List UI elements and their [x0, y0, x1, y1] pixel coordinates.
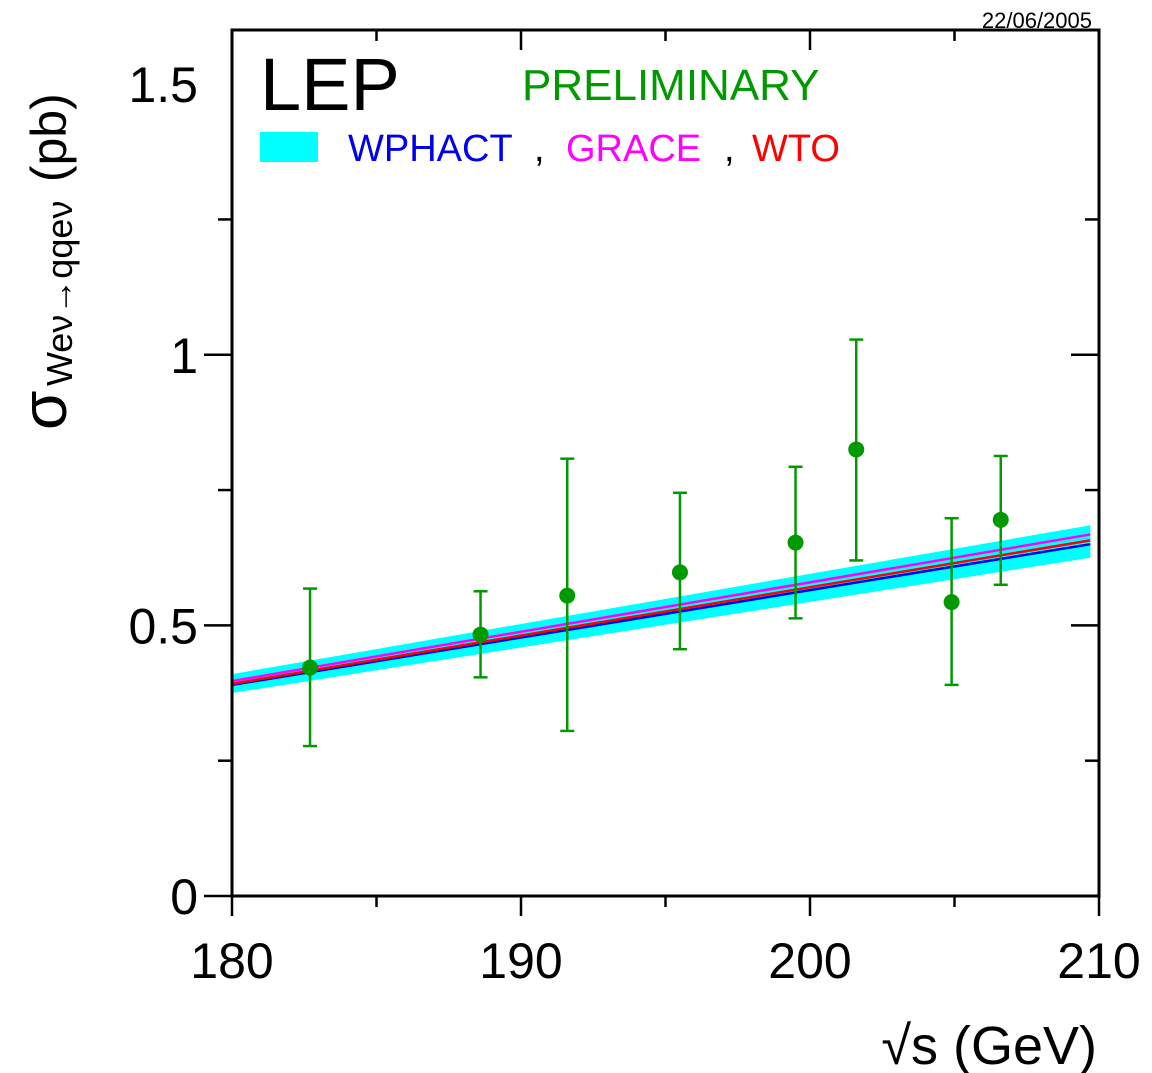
date-stamp: 22/06/2005	[982, 8, 1092, 33]
data-point-group-5	[787, 465, 804, 620]
theory-curves-layer	[231, 533, 1091, 687]
data-point	[787, 534, 804, 551]
y-tick-label: 1	[170, 328, 198, 384]
data-point-group-8	[992, 454, 1009, 587]
legend-label-grace: GRACE	[566, 128, 701, 170]
uncertainty-band-layer	[232, 525, 1091, 694]
curve-grace	[231, 533, 1091, 683]
x-tick-label: 200	[768, 933, 851, 989]
y-tick-label: 1.5	[128, 57, 198, 113]
data-points-layer	[302, 338, 1009, 748]
data-point-group-6	[848, 338, 865, 562]
data-point-group-2	[472, 590, 489, 679]
data-point-group-1	[302, 587, 319, 748]
legend-separator-2: ,	[724, 128, 735, 170]
y-tick-label: 0	[170, 869, 198, 925]
uncertainty-band	[232, 525, 1091, 694]
data-point	[671, 564, 688, 581]
x-tick-label: 180	[190, 933, 273, 989]
data-point-group-4	[671, 491, 688, 651]
legend-label-wphact: WPHACT	[348, 128, 513, 170]
legend-band-swatch	[260, 132, 318, 162]
data-point	[472, 626, 489, 643]
axis-ticks-layer: 180 190 200 210 0 0.5 1 1.5	[128, 30, 1141, 989]
x-tick-label: 210	[1057, 933, 1140, 989]
y-axis-unit: (pb)	[21, 93, 77, 182]
data-point	[302, 659, 319, 676]
legend-label-wto: WTO	[752, 128, 840, 170]
data-point	[992, 511, 1009, 528]
data-point-group-3	[559, 457, 576, 733]
experiment-label: LEP	[260, 43, 400, 126]
y-axis-subscript: Weν→qqeν	[39, 201, 80, 386]
curve-wto	[231, 539, 1091, 686]
data-point-group-7	[943, 516, 960, 687]
y-tick-label: 0.5	[128, 598, 198, 654]
x-tick-label: 190	[479, 933, 562, 989]
data-point	[943, 594, 960, 611]
curve-wphact	[231, 542, 1091, 687]
y-axis-label: σ Weν→qqeν (pb)	[8, 93, 80, 430]
data-point	[559, 587, 576, 604]
data-point	[848, 441, 865, 458]
y-axis-sigma: σ	[8, 391, 80, 431]
preliminary-label: PRELIMINARY	[522, 61, 820, 110]
legend-separator-1: ,	[534, 128, 545, 170]
x-axis-label: √s (GeV)	[881, 1016, 1097, 1073]
